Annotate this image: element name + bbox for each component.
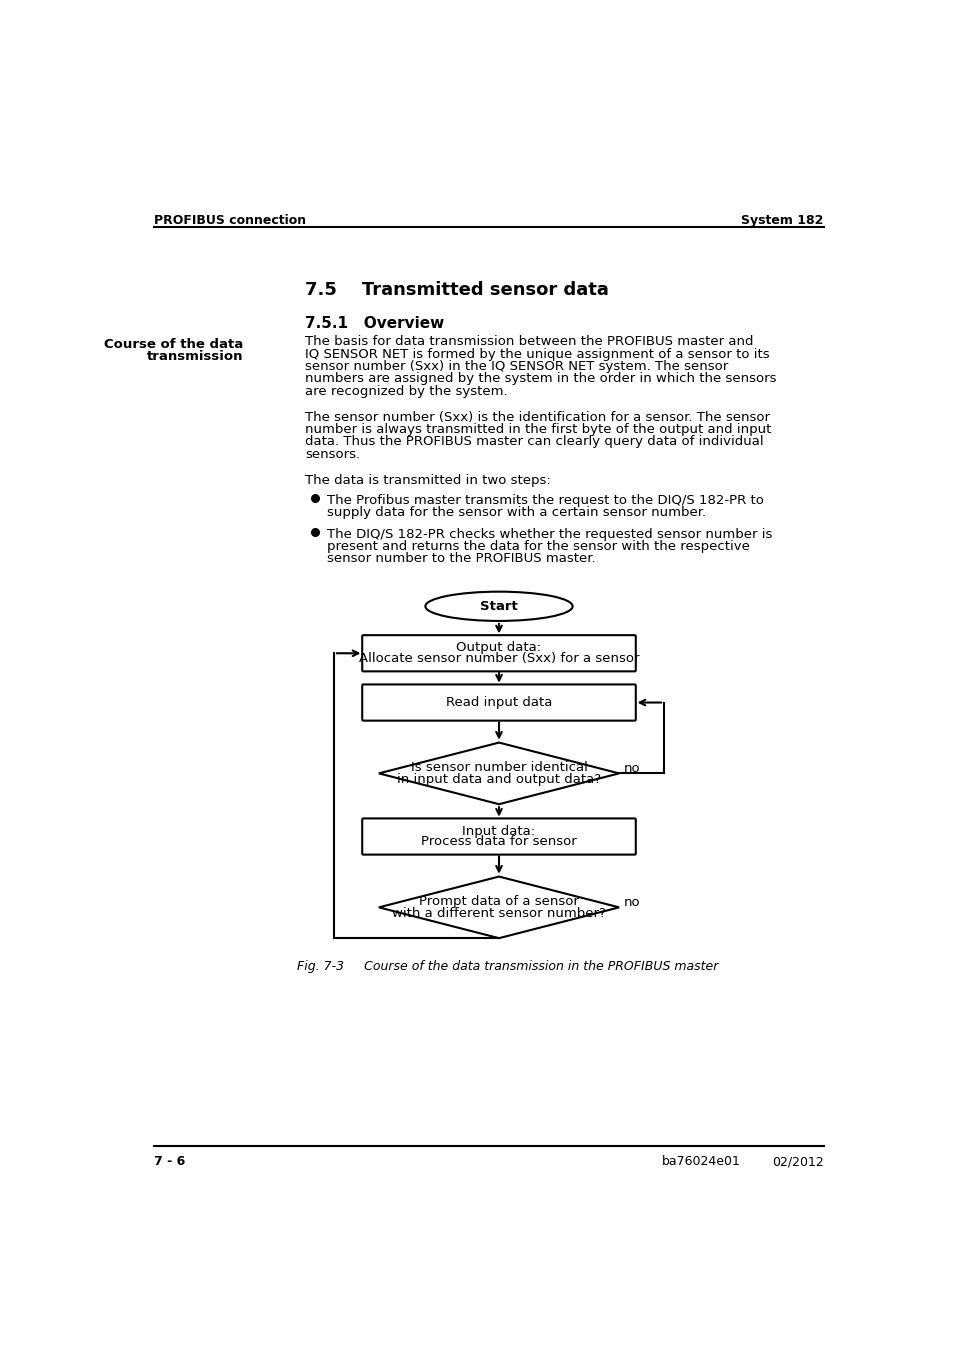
Text: The basis for data transmission between the PROFIBUS master and: The basis for data transmission between … <box>305 335 753 348</box>
Text: 02/2012: 02/2012 <box>771 1156 822 1168</box>
Text: Allocate sensor number (Sxx) for a sensor: Allocate sensor number (Sxx) for a senso… <box>358 652 639 666</box>
Text: present and returns the data for the sensor with the respective: present and returns the data for the sen… <box>327 540 749 553</box>
Text: with a different sensor number?: with a different sensor number? <box>392 907 605 919</box>
Text: System 182: System 182 <box>740 215 822 227</box>
Text: sensor number (Sxx) in the IQ SENSOR NET system. The sensor: sensor number (Sxx) in the IQ SENSOR NET… <box>305 360 728 373</box>
Text: PROFIBUS connection: PROFIBUS connection <box>154 215 306 227</box>
Text: Is sensor number identical: Is sensor number identical <box>410 761 587 774</box>
Text: Course of the data: Course of the data <box>104 338 243 351</box>
Text: The data is transmitted in two steps:: The data is transmitted in two steps: <box>305 474 551 487</box>
Text: The DIQ/S 182-PR checks whether the requested sensor number is: The DIQ/S 182-PR checks whether the requ… <box>327 528 772 541</box>
Text: Start: Start <box>479 599 517 613</box>
Text: are recognized by the system.: are recognized by the system. <box>305 385 507 397</box>
Text: sensor number to the PROFIBUS master.: sensor number to the PROFIBUS master. <box>327 552 595 566</box>
Ellipse shape <box>425 591 572 621</box>
Text: no: no <box>623 763 639 775</box>
Polygon shape <box>378 876 618 938</box>
Text: ba76024e01: ba76024e01 <box>661 1156 740 1168</box>
Text: number is always transmitted in the first byte of the output and input: number is always transmitted in the firs… <box>305 423 771 436</box>
Text: Read input data: Read input data <box>445 697 552 709</box>
Text: The Profibus master transmits the request to the DIQ/S 182-PR to: The Profibus master transmits the reques… <box>327 494 763 506</box>
Text: in input data and output data?: in input data and output data? <box>396 772 600 786</box>
Text: 7.5    Transmitted sensor data: 7.5 Transmitted sensor data <box>305 281 608 300</box>
Text: 7 - 6: 7 - 6 <box>154 1156 185 1168</box>
Text: transmission: transmission <box>147 350 243 363</box>
Text: supply data for the sensor with a certain sensor number.: supply data for the sensor with a certai… <box>327 506 705 520</box>
Text: Fig. 7-3     Course of the data transmission in the PROFIBUS master: Fig. 7-3 Course of the data transmission… <box>297 960 719 973</box>
Text: IQ SENSOR NET is formed by the unique assignment of a sensor to its: IQ SENSOR NET is formed by the unique as… <box>305 347 769 360</box>
Text: The sensor number (Sxx) is the identification for a sensor. The sensor: The sensor number (Sxx) is the identific… <box>305 410 769 424</box>
Text: numbers are assigned by the system in the order in which the sensors: numbers are assigned by the system in th… <box>305 373 776 385</box>
Text: no: no <box>623 896 639 910</box>
Text: sensors.: sensors. <box>305 448 360 460</box>
Text: data. Thus the PROFIBUS master can clearly query data of individual: data. Thus the PROFIBUS master can clear… <box>305 435 763 448</box>
Text: Output data:: Output data: <box>456 641 541 655</box>
Text: 7.5.1   Overview: 7.5.1 Overview <box>305 316 444 331</box>
FancyBboxPatch shape <box>362 634 635 671</box>
Text: Input data:: Input data: <box>462 825 535 837</box>
Text: Process data for sensor: Process data for sensor <box>420 836 577 848</box>
FancyBboxPatch shape <box>362 818 635 855</box>
Polygon shape <box>378 743 618 805</box>
FancyBboxPatch shape <box>362 684 635 721</box>
Text: Prompt data of a sensor: Prompt data of a sensor <box>418 895 578 909</box>
